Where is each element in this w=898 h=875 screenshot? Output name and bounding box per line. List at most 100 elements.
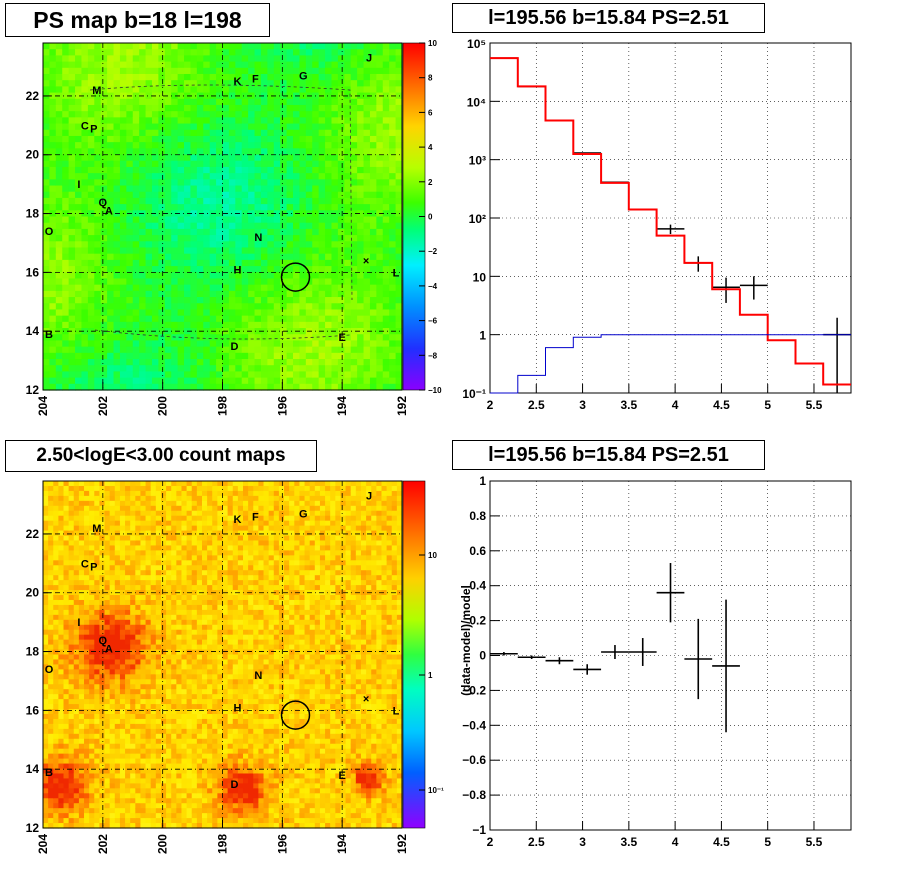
map-pixel (166, 674, 172, 680)
map-pixel (119, 222, 127, 230)
map-pixel (166, 768, 172, 775)
y-tick-label: 12 (26, 383, 40, 397)
map-pixel (145, 585, 152, 591)
map-pixel (293, 309, 301, 317)
map-pixel (166, 604, 172, 611)
map-pixel (132, 160, 140, 168)
map-pixel (135, 773, 142, 780)
map-pixel (94, 160, 102, 168)
map-pixel (99, 798, 106, 804)
map-pixel (158, 49, 166, 56)
map-pixel (363, 290, 371, 298)
map-pixel (350, 247, 358, 255)
map-pixel (49, 61, 57, 69)
map-pixel (43, 241, 51, 249)
map-pixel (94, 590, 101, 596)
map-pixel (94, 823, 101, 829)
map-pixel (312, 117, 320, 125)
map-pixel (171, 595, 177, 601)
map-pixel (363, 80, 371, 87)
map-pixel (130, 704, 136, 710)
map-pixel (305, 241, 313, 249)
map-pixel (235, 259, 243, 267)
map-pixel (109, 813, 116, 819)
map-pixel (100, 340, 108, 348)
map-pixel (254, 92, 262, 100)
map-pixel (150, 629, 157, 636)
map-pixel (119, 154, 127, 162)
map-pixel (58, 585, 65, 591)
map-pixel (267, 123, 275, 131)
map-pixel (376, 383, 384, 391)
map-pixel (184, 216, 192, 224)
map-pixel (135, 679, 142, 685)
map-pixel (48, 743, 54, 750)
map-pixel (145, 818, 152, 824)
map-pixel (350, 235, 358, 242)
map-pixel (150, 709, 157, 715)
map-pixel (114, 773, 121, 780)
map-pixel (75, 86, 83, 94)
map-pixel (89, 808, 95, 814)
map-pixel (151, 61, 159, 69)
map-pixel (248, 142, 256, 149)
map-pixel (150, 644, 157, 651)
map-pixel (48, 555, 54, 561)
map-pixel (337, 290, 345, 298)
map-pixel (150, 520, 157, 527)
map-pixel (140, 530, 147, 537)
map-pixel (48, 778, 54, 784)
map-pixel (160, 555, 167, 561)
map-pixel (350, 377, 358, 385)
map-pixel (151, 284, 159, 292)
map-pixel (337, 297, 345, 304)
map-pixel (357, 216, 365, 224)
map-pixel (312, 166, 320, 174)
map-pixel (63, 669, 70, 675)
map-pixel (286, 179, 294, 187)
map-pixel (160, 585, 167, 591)
map-pixel (132, 210, 140, 218)
map-pixel (216, 241, 224, 249)
map-pixel (114, 495, 121, 502)
map-pixel (135, 495, 142, 502)
map-pixel (119, 160, 127, 168)
map-pixel (132, 154, 140, 162)
map-pixel (209, 309, 217, 317)
map-pixel (113, 284, 121, 292)
map-pixel (130, 590, 136, 596)
map-pixel (48, 515, 54, 522)
map-pixel (104, 664, 111, 670)
map-pixel (99, 823, 106, 829)
map-pixel (84, 738, 90, 745)
source-label: A (105, 206, 113, 218)
map-pixel (293, 73, 301, 81)
map-pixel (94, 61, 102, 69)
map-pixel (62, 49, 70, 56)
map-pixel (228, 328, 236, 335)
map-pixel (369, 135, 377, 143)
map-pixel (171, 272, 179, 280)
map-pixel (203, 67, 211, 75)
map-pixel (63, 768, 70, 775)
map-pixel (140, 783, 147, 789)
map-pixel (68, 216, 76, 224)
map-pixel (135, 709, 142, 715)
map-pixel (190, 179, 198, 187)
map-pixel (369, 179, 377, 187)
map-pixel (94, 495, 101, 502)
map-pixel (109, 619, 116, 626)
map-pixel (135, 525, 142, 532)
map-pixel (151, 235, 159, 242)
map-pixel (94, 679, 101, 685)
map-pixel (58, 738, 65, 745)
map-pixel (58, 624, 65, 631)
map-pixel (337, 80, 345, 87)
map-pixel (241, 191, 249, 199)
map-pixel (140, 679, 147, 685)
map-pixel (273, 365, 281, 373)
map-pixel (267, 61, 275, 69)
map-pixel (55, 303, 63, 311)
map-pixel (113, 359, 121, 366)
map-pixel (363, 166, 371, 174)
